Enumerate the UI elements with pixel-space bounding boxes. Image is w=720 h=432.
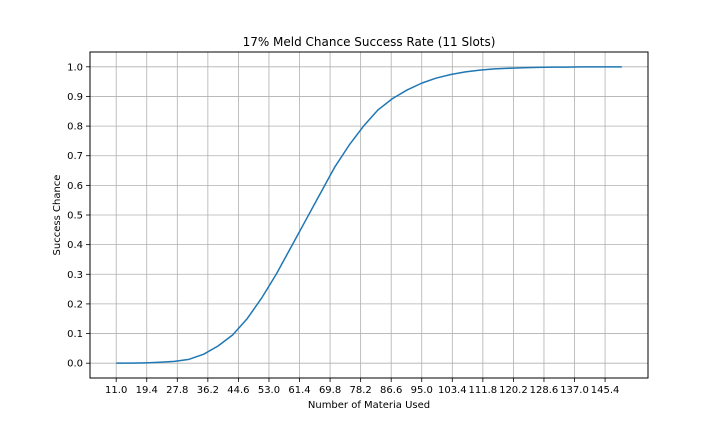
x-tick-label: 111.8 — [469, 385, 498, 396]
y-tick-label: 0.2 — [67, 299, 83, 310]
x-tick-label: 86.6 — [380, 385, 402, 396]
y-tick-label: 0.7 — [67, 151, 83, 162]
x-tick-label: 27.8 — [166, 385, 188, 396]
ticks: 11.0 19.4 27.8 36.2 44.6 53.0 61.4 69.8 78.2 86.6… — [67, 62, 619, 396]
x-tick-label: 128.6 — [530, 385, 559, 396]
x-tick-label: 19.4 — [136, 385, 158, 396]
y-tick-label: 0.8 — [67, 122, 83, 133]
x-tick-label: 61.4 — [288, 385, 310, 396]
x-tick-label: 95.0 — [411, 385, 433, 396]
y-tick-label: 0.6 — [67, 181, 83, 192]
grid — [90, 52, 648, 378]
x-tick-label: 69.8 — [319, 385, 341, 396]
series-layer — [116, 66, 622, 364]
y-axis-label: Success Chance — [52, 175, 63, 256]
x-tick-label: 120.2 — [499, 385, 528, 396]
x-tick-label: 103.4 — [438, 385, 467, 396]
x-tick-label: 11.0 — [105, 385, 127, 396]
y-tick-label: 1.0 — [67, 62, 83, 73]
chart-title: 17% Meld Chance Success Rate (11 Slots) — [243, 35, 496, 49]
series-line — [116, 66, 622, 364]
x-tick-label: 78.2 — [350, 385, 372, 396]
y-tick-label: 0.9 — [67, 92, 83, 103]
x-tick-label: 44.6 — [227, 385, 249, 396]
x-tick-label: 145.4 — [591, 385, 620, 396]
y-tick-label: 0.1 — [67, 329, 83, 340]
x-tick-label: 53.0 — [258, 385, 280, 396]
y-tick-label: 0.0 — [67, 359, 83, 370]
x-axis-label: Number of Materia Used — [308, 400, 430, 411]
y-tick-label: 0.3 — [67, 270, 83, 281]
y-tick-label: 0.5 — [67, 211, 83, 222]
x-tick-label: 36.2 — [197, 385, 219, 396]
y-tick-label: 0.4 — [67, 240, 83, 251]
x-tick-label: 137.0 — [560, 385, 589, 396]
